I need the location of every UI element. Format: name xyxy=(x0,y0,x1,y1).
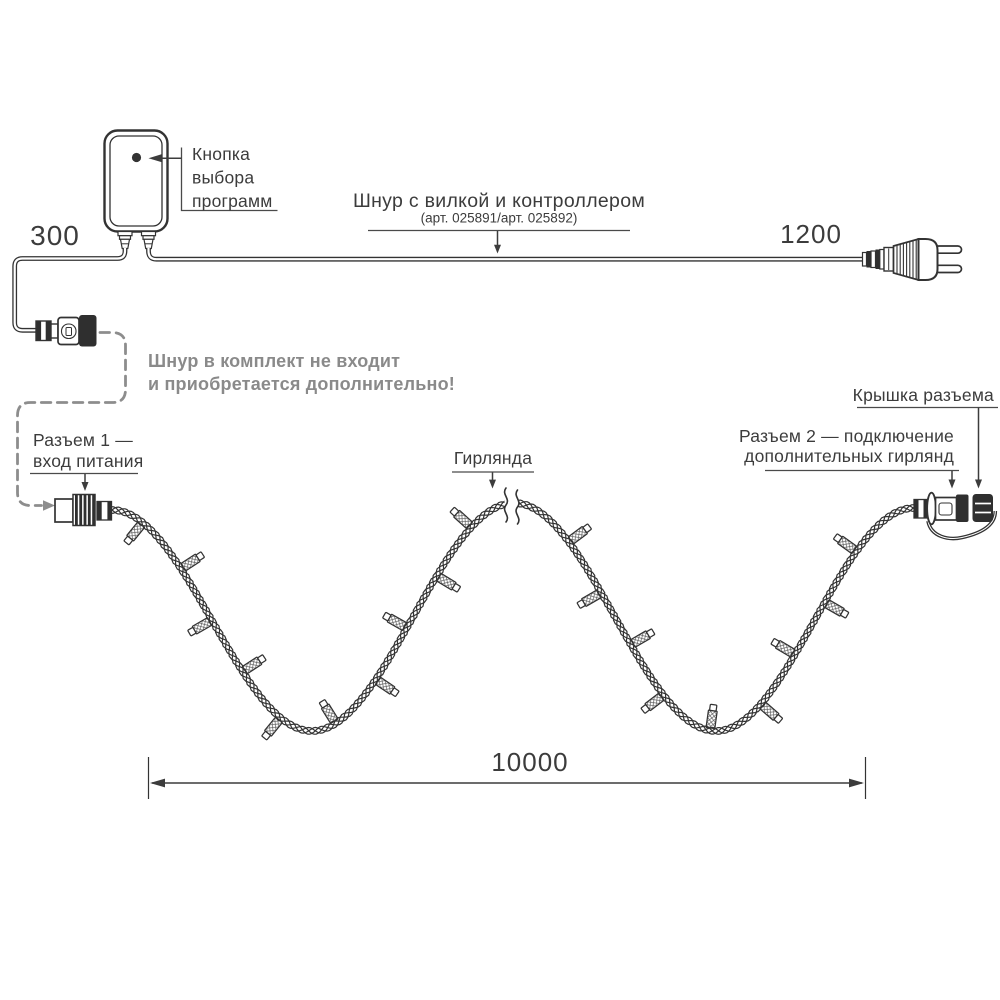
connector-cap xyxy=(972,494,993,522)
power-plug xyxy=(861,237,963,282)
annotation-lines xyxy=(30,147,998,491)
note-line1: Шнур в комплект не входит xyxy=(148,351,400,371)
dashed-arrow-icon xyxy=(43,500,55,511)
program-button-label-line2: выбора xyxy=(192,168,254,188)
connector-2-flange xyxy=(926,491,937,526)
lamp xyxy=(640,692,665,714)
lamp xyxy=(759,701,783,724)
plug-shell xyxy=(917,238,939,281)
dimension-arrow-left-icon xyxy=(150,778,165,788)
garland-arrow-icon xyxy=(489,479,496,489)
cap-tether-wire xyxy=(926,510,998,541)
connector2-label-line1: Разъем 2 — подключение xyxy=(739,426,954,446)
connector-2 xyxy=(913,491,998,541)
garland-wire xyxy=(111,485,915,741)
cord-connector-cap xyxy=(79,315,97,347)
connector-1 xyxy=(54,493,113,527)
connector1-label-line2: вход питания xyxy=(33,451,143,471)
connector-2-socket xyxy=(956,494,969,522)
button-label-leader xyxy=(180,147,278,212)
lamp xyxy=(436,572,461,593)
lamp xyxy=(576,589,602,609)
lamp xyxy=(261,716,283,741)
connector2-arrow-icon xyxy=(948,479,956,489)
controller-inner-panel xyxy=(109,135,163,227)
lamp xyxy=(382,611,408,631)
cap-label: Крышка разъема xyxy=(853,385,994,405)
program-button-icon xyxy=(131,152,142,163)
program-button-label-line3: программ xyxy=(192,191,272,211)
lamp xyxy=(187,617,213,637)
garland-label: Гирлянда xyxy=(454,448,532,468)
cord-right-1200 xyxy=(146,248,863,262)
lamp xyxy=(180,551,205,572)
cord-title-arrow-icon xyxy=(494,244,501,254)
dashed-route xyxy=(16,331,127,511)
cap-arrow-icon xyxy=(975,479,982,489)
lamp xyxy=(824,599,850,619)
power-cords xyxy=(12,248,863,333)
lamp xyxy=(705,703,718,730)
dimension-arrow-right-icon xyxy=(849,778,864,788)
controller-strain-relief-right xyxy=(140,230,157,250)
program-button-label-line1: Кнопка xyxy=(192,144,250,164)
garland-break-icon xyxy=(503,485,520,527)
cord-length-left: 300 xyxy=(30,220,80,251)
plug-body-ribs xyxy=(896,240,917,279)
connector1-label-line1: Разъем 1 — xyxy=(33,430,133,450)
cord-title: Шнур с вилкой и контроллером xyxy=(353,190,645,212)
lamp xyxy=(630,628,656,648)
button-arrow-icon xyxy=(148,154,162,163)
labels: Кнопка выбора программ 300 1200 Шнур с в… xyxy=(30,144,994,777)
cord-subtitle: (арт. 025891/арт. 025892) xyxy=(421,211,578,226)
garland-lamps xyxy=(123,506,858,741)
controller-box xyxy=(103,129,169,250)
garland-braid xyxy=(111,499,915,735)
controller-strain-relief-left xyxy=(117,230,133,250)
plug-prongs xyxy=(934,245,963,274)
lamp xyxy=(374,676,400,697)
cord-length-right: 1200 xyxy=(780,219,842,249)
cord-connector xyxy=(35,315,97,347)
lamp xyxy=(123,521,146,546)
dimension-10000 xyxy=(147,757,867,799)
garland-length: 10000 xyxy=(491,747,568,777)
note-line2: и приобретается дополнительно! xyxy=(148,374,455,394)
connector2-label-line2: дополнительных гирлянд xyxy=(744,446,954,466)
connector1-arrow-icon xyxy=(81,482,89,491)
